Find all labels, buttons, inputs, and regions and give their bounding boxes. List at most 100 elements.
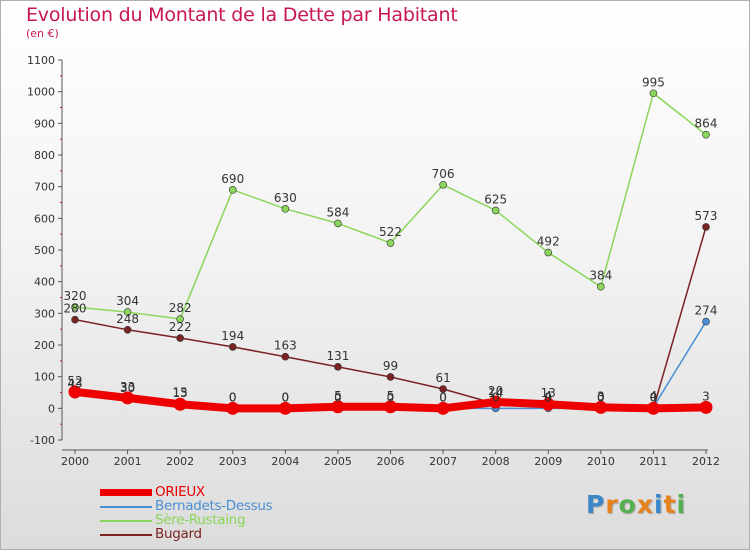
x-tick-label: 2011 [639,455,667,468]
data-label: 320 [64,289,87,303]
x-tick-label: 2010 [587,455,615,468]
data-label: 20 [488,384,503,398]
proxiti-logo: Proxiti [586,490,686,519]
data-point [597,282,605,291]
data-label: 0 [439,390,447,404]
data-point [281,205,290,213]
y-tick-label: 100 [34,371,55,384]
data-point [541,397,555,411]
chart-unit: (en €) [26,27,59,40]
data-label: 52 [67,374,82,388]
data-label: 3 [702,389,710,403]
data-point [384,400,397,414]
legend-label: ORIEUX [155,484,205,500]
logo-letter: r [605,490,619,519]
data-label: 584 [326,205,349,219]
data-label: 625 [484,192,507,206]
data-label: 706 [432,167,455,181]
data-label: 43 [67,377,82,391]
data-label: 274 [695,304,718,318]
data-point [649,89,658,98]
data-label: 33 [120,380,135,394]
data-point [228,343,237,351]
data-point [68,385,82,399]
data-point [176,334,184,342]
data-label: 0 [439,390,447,404]
x-tick-label: 2001 [114,455,142,468]
data-point [544,248,553,257]
data-label: 573 [695,209,718,223]
legend-label: Bugard [155,526,202,542]
logo-letter: P [586,490,606,519]
logo-letter: i [654,490,664,519]
data-point [331,400,345,414]
data-label: 15 [173,386,188,400]
logo-letter: x [636,490,654,519]
data-point [278,401,292,415]
data-point [281,352,290,361]
y-tick-label: 800 [34,149,55,162]
data-label: 864 [695,117,718,131]
data-label: 384 [589,269,612,283]
data-label: 131 [326,349,349,363]
y-tick-label: 600 [34,212,55,225]
logo-letter: o [618,490,637,519]
data-point [176,315,184,323]
data-point [699,400,713,414]
legend-label: Sère-Rustaing [155,512,246,528]
series-line [74,92,707,320]
x-tick-label: 2012 [692,455,720,468]
data-label: 0 [282,390,290,404]
y-tick-label: 200 [34,339,55,352]
data-label: 690 [221,172,244,186]
data-point [334,363,342,371]
data-label: 0 [492,390,500,404]
x-tick-label: 2008 [482,455,510,468]
data-label: 630 [274,191,297,205]
y-tick-label: 1100 [27,54,55,67]
data-point [228,186,237,194]
data-label: 30 [120,381,135,395]
data-point [491,206,500,215]
x-tick-label: 2002 [166,455,194,468]
data-label: 492 [537,235,560,249]
legend-swatch [100,534,152,536]
data-label: 5 [387,389,395,403]
data-label: 0 [597,390,605,404]
data-label: 280 [64,302,87,316]
data-point [71,303,79,311]
data-label: 194 [221,329,244,343]
data-point [436,401,450,415]
data-point [386,373,395,381]
y-tick-label: 700 [34,181,55,194]
data-label: 995 [642,75,665,89]
data-point [594,400,608,414]
data-label: 5 [334,389,342,403]
data-label: 282 [169,301,192,315]
data-label: 3 [597,389,605,403]
data-point [646,401,660,415]
data-label: 0 [229,390,237,404]
data-point [121,391,135,405]
data-point [489,395,503,409]
x-tick-label: 2009 [534,455,562,468]
data-label: 14 [488,386,503,400]
y-tick-label: 0 [48,402,55,415]
y-tick-label: 900 [34,117,55,130]
data-label: 13 [173,386,188,400]
data-label: 4 [544,389,552,403]
data-label: 0 [650,390,658,404]
y-tick-label: -100 [30,434,55,447]
x-tick-label: 2000 [61,455,89,468]
chart-title: Evolution du Montant de la Dette par Hab… [26,4,458,26]
data-label: 0 [544,390,552,404]
data-point [439,385,447,393]
data-label: 248 [116,312,139,326]
y-tick-label: 300 [34,307,55,320]
data-label: 0 [229,390,237,404]
y-tick-label: 500 [34,244,55,257]
data-label: 99 [383,359,398,373]
data-label: 0 [282,390,290,404]
